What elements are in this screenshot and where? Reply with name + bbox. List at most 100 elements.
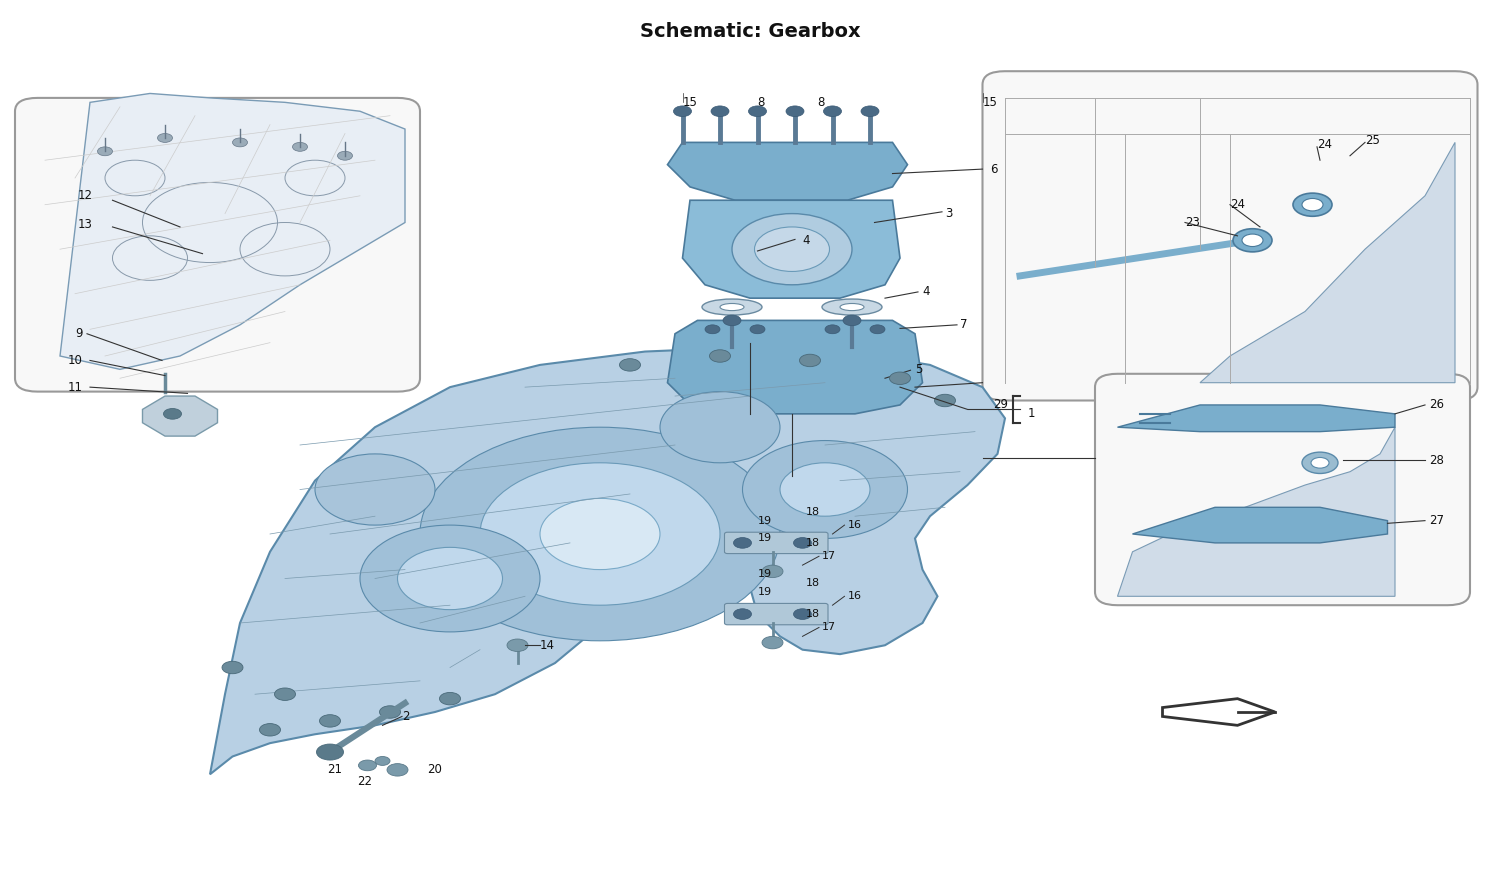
Circle shape bbox=[420, 427, 780, 641]
Circle shape bbox=[387, 764, 408, 776]
FancyBboxPatch shape bbox=[982, 71, 1478, 400]
Circle shape bbox=[794, 538, 812, 548]
Circle shape bbox=[762, 636, 783, 649]
Circle shape bbox=[507, 639, 528, 651]
Circle shape bbox=[723, 315, 741, 326]
Circle shape bbox=[674, 106, 692, 117]
Text: 13: 13 bbox=[78, 218, 93, 231]
Text: 25: 25 bbox=[1365, 134, 1380, 147]
Circle shape bbox=[274, 688, 296, 700]
Circle shape bbox=[748, 106, 766, 117]
Text: 8: 8 bbox=[818, 96, 825, 109]
Polygon shape bbox=[668, 142, 908, 200]
Polygon shape bbox=[60, 93, 405, 369]
FancyBboxPatch shape bbox=[1095, 374, 1470, 605]
Text: 19: 19 bbox=[758, 533, 771, 544]
Circle shape bbox=[734, 538, 752, 548]
Text: 19: 19 bbox=[758, 515, 771, 526]
Polygon shape bbox=[682, 200, 900, 298]
Polygon shape bbox=[1118, 427, 1395, 596]
Circle shape bbox=[934, 394, 956, 407]
Circle shape bbox=[320, 715, 340, 727]
Circle shape bbox=[825, 325, 840, 334]
Text: 4: 4 bbox=[922, 286, 930, 298]
Circle shape bbox=[480, 463, 720, 605]
Text: 12: 12 bbox=[78, 190, 93, 202]
Text: 26: 26 bbox=[1430, 399, 1444, 411]
Text: 15: 15 bbox=[982, 96, 998, 109]
Ellipse shape bbox=[702, 299, 762, 315]
Text: 24: 24 bbox=[1230, 198, 1245, 211]
Polygon shape bbox=[1118, 405, 1395, 432]
Text: 4: 4 bbox=[802, 234, 810, 247]
Text: 19: 19 bbox=[758, 587, 771, 597]
Circle shape bbox=[1302, 452, 1338, 473]
Circle shape bbox=[540, 498, 660, 570]
Text: 29: 29 bbox=[993, 399, 1008, 411]
Circle shape bbox=[705, 325, 720, 334]
Circle shape bbox=[711, 106, 729, 117]
FancyBboxPatch shape bbox=[724, 603, 828, 625]
Text: 15: 15 bbox=[682, 96, 698, 109]
Text: 24: 24 bbox=[1317, 138, 1332, 150]
Circle shape bbox=[338, 151, 352, 160]
Polygon shape bbox=[142, 396, 218, 436]
Circle shape bbox=[861, 106, 879, 117]
Text: 16: 16 bbox=[847, 520, 861, 530]
Circle shape bbox=[375, 756, 390, 765]
Text: 27: 27 bbox=[1430, 514, 1444, 527]
Polygon shape bbox=[210, 347, 1005, 774]
Circle shape bbox=[762, 565, 783, 578]
Text: 18: 18 bbox=[806, 538, 819, 548]
Circle shape bbox=[750, 325, 765, 334]
FancyBboxPatch shape bbox=[15, 98, 420, 392]
Text: 21: 21 bbox=[327, 764, 342, 776]
Circle shape bbox=[316, 744, 344, 760]
Circle shape bbox=[870, 325, 885, 334]
Circle shape bbox=[1242, 234, 1263, 247]
Text: 19: 19 bbox=[758, 569, 771, 579]
Text: Schematic: Gearbox: Schematic: Gearbox bbox=[639, 21, 861, 41]
Text: 8: 8 bbox=[758, 96, 765, 109]
Text: 6: 6 bbox=[990, 163, 998, 175]
Text: 2: 2 bbox=[402, 710, 410, 723]
Text: 18: 18 bbox=[806, 578, 819, 588]
Ellipse shape bbox=[720, 303, 744, 311]
Text: 18: 18 bbox=[806, 506, 819, 517]
Circle shape bbox=[98, 147, 112, 156]
Circle shape bbox=[1311, 457, 1329, 468]
Circle shape bbox=[292, 142, 308, 151]
Circle shape bbox=[1233, 229, 1272, 252]
Circle shape bbox=[164, 409, 182, 419]
Polygon shape bbox=[668, 320, 922, 414]
Text: 14: 14 bbox=[540, 639, 555, 651]
Circle shape bbox=[358, 760, 376, 771]
Circle shape bbox=[158, 134, 172, 142]
Circle shape bbox=[315, 454, 435, 525]
Circle shape bbox=[794, 609, 812, 619]
Text: 16: 16 bbox=[847, 591, 861, 602]
Circle shape bbox=[710, 350, 730, 362]
Polygon shape bbox=[1200, 142, 1455, 383]
Circle shape bbox=[222, 661, 243, 674]
Circle shape bbox=[732, 214, 852, 285]
Text: 10: 10 bbox=[68, 354, 82, 367]
Circle shape bbox=[398, 547, 502, 610]
Circle shape bbox=[734, 609, 752, 619]
Ellipse shape bbox=[840, 303, 864, 311]
Circle shape bbox=[232, 138, 248, 147]
Text: 22: 22 bbox=[357, 775, 372, 788]
Circle shape bbox=[360, 525, 540, 632]
Circle shape bbox=[742, 441, 908, 538]
Polygon shape bbox=[1162, 699, 1275, 725]
FancyBboxPatch shape bbox=[724, 532, 828, 554]
Circle shape bbox=[660, 392, 780, 463]
Text: 17: 17 bbox=[822, 622, 836, 633]
Text: 7: 7 bbox=[960, 319, 968, 331]
Circle shape bbox=[800, 354, 820, 367]
Circle shape bbox=[380, 706, 400, 718]
Text: 23: 23 bbox=[1185, 216, 1200, 229]
Circle shape bbox=[890, 372, 910, 384]
Polygon shape bbox=[1132, 507, 1388, 543]
Circle shape bbox=[440, 692, 460, 705]
